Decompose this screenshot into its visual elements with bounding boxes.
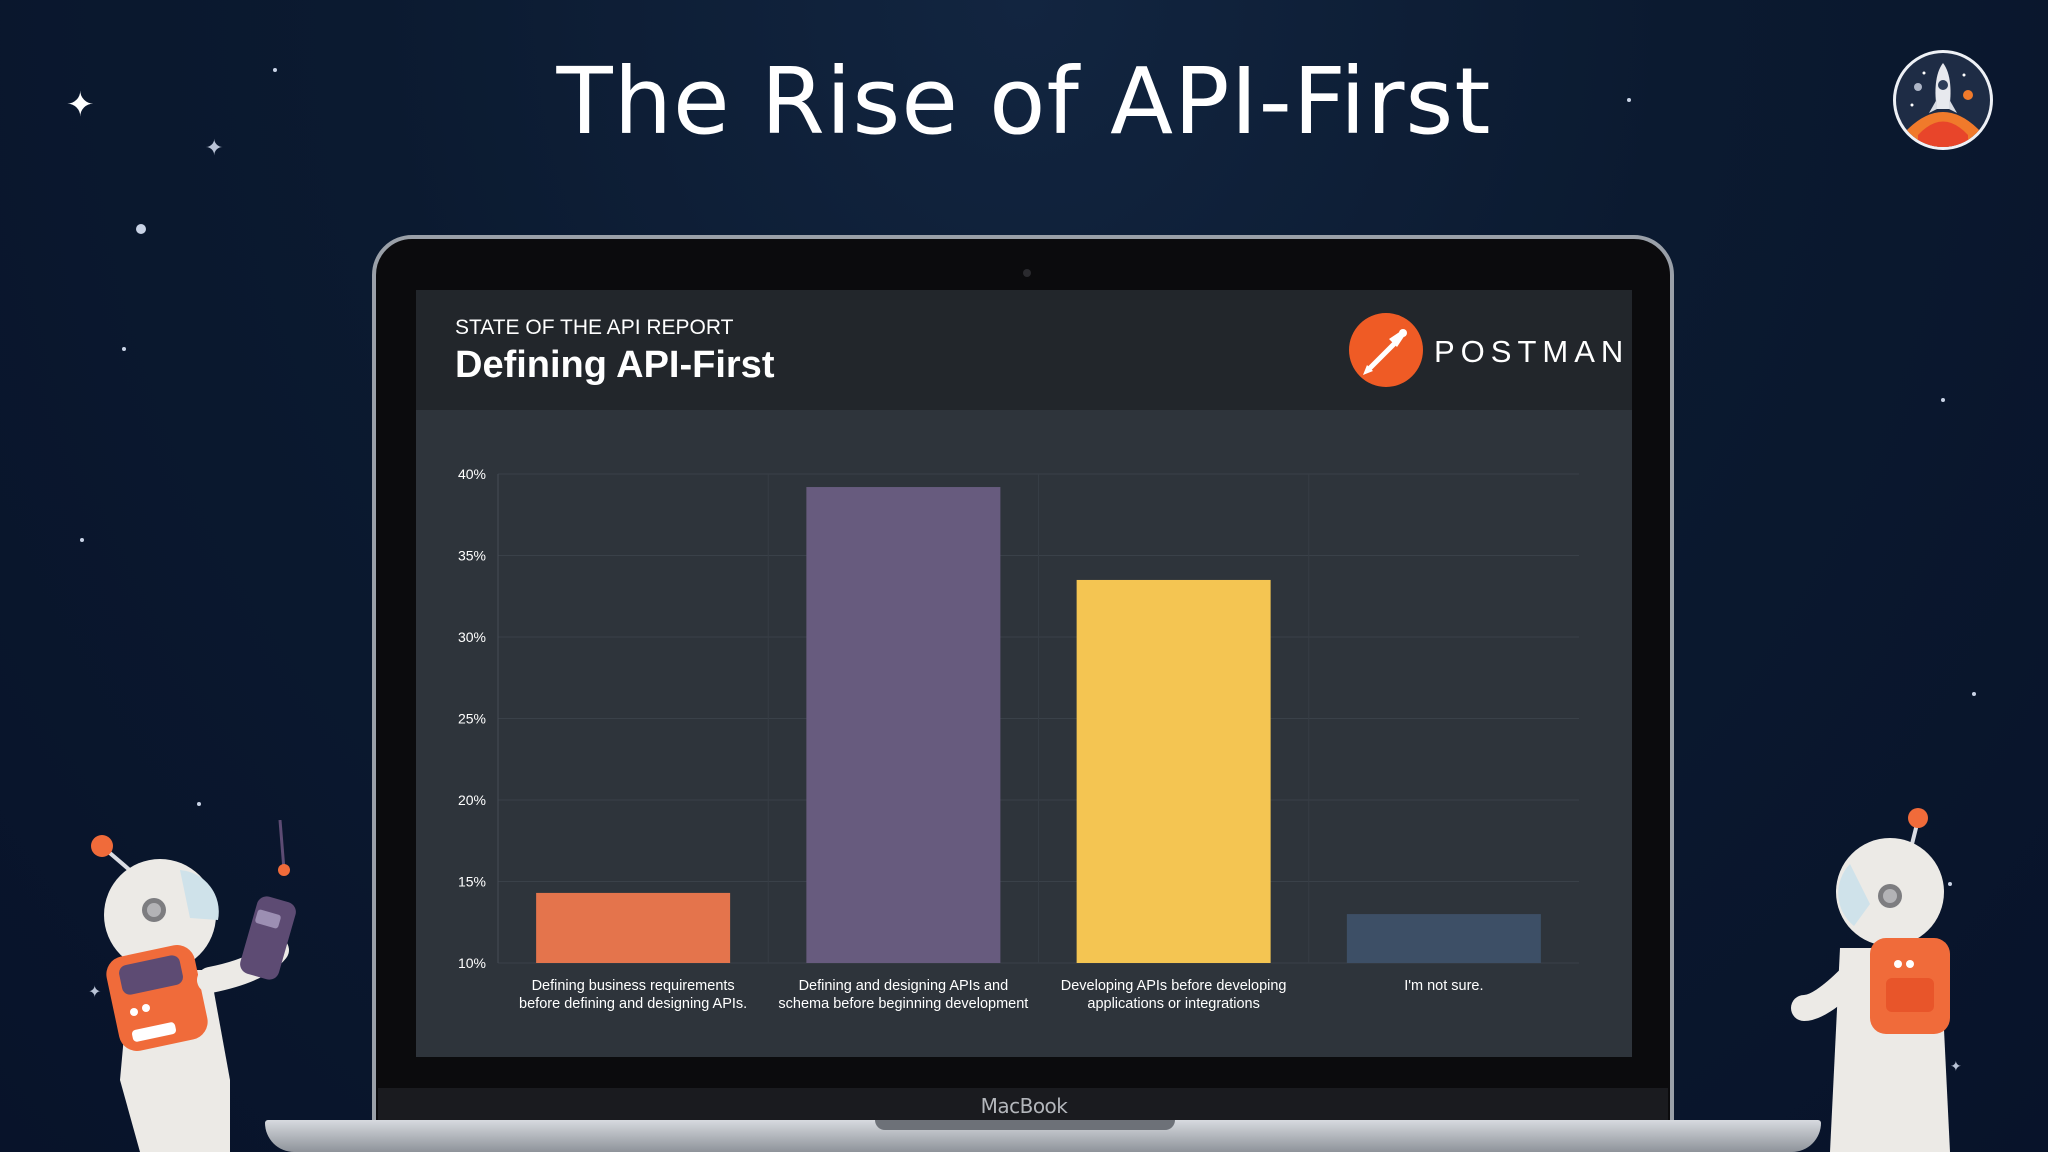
bar [806, 487, 1001, 963]
y-tick-label: 25% [458, 711, 486, 727]
star-dot [1941, 398, 1945, 402]
star-dot [80, 538, 84, 542]
bar [536, 892, 731, 963]
star-dot [122, 347, 126, 351]
y-axis: 10% 15% 20% 25% 30% 35% 40% [458, 466, 499, 971]
camera-dot [1023, 269, 1031, 277]
star-dot [136, 224, 146, 234]
x-category-label: applications or integrations [1087, 996, 1260, 1012]
sparkle-icon: ✦ [1950, 1059, 1962, 1075]
y-tick-label: 20% [458, 792, 486, 808]
y-tick-label: 15% [458, 874, 486, 890]
laptop-screen: STATE OF THE API REPORT Defining API-Fir… [416, 290, 1632, 1057]
star-dot [1948, 882, 1952, 886]
grid-layer [498, 473, 1579, 964]
rocket-badge-icon [1893, 50, 1993, 150]
x-category-label: Defining business requirements [532, 978, 735, 994]
bar [1346, 914, 1541, 963]
x-category-label: schema before beginning development [778, 996, 1028, 1012]
x-category-label: Defining and designing APIs and [799, 978, 1009, 994]
laptop-base [265, 1120, 1821, 1152]
postman-wordmark: POSTMAN [1434, 334, 1630, 369]
sparkle-icon: ✦ [66, 85, 95, 125]
star-dot [273, 68, 277, 72]
astronaut-left-illustration [91, 820, 296, 1152]
x-category-label: before defining and designing APIs. [519, 996, 747, 1012]
bar [1076, 579, 1271, 963]
report-eyebrow: STATE OF THE API REPORT [455, 316, 734, 339]
bar-chart: 10% 15% 20% 25% 30% 35% 40% Defining business … [458, 466, 1579, 1012]
sparkle-icon: ✦ [205, 136, 224, 161]
x-axis: Defining business requirements before def… [519, 978, 1483, 1012]
star-dot [197, 802, 201, 806]
laptop-chin [378, 1088, 1668, 1122]
y-tick-label: 40% [458, 466, 486, 482]
bar-series [536, 487, 1541, 963]
report-header: STATE OF THE API REPORT Defining API-Fir… [416, 290, 1632, 410]
base-notch [875, 1120, 1175, 1130]
y-tick-label: 10% [458, 955, 486, 971]
report-title: Defining API-First [455, 344, 775, 386]
astronaut-right-illustration [1791, 808, 1950, 1152]
y-tick-label: 30% [458, 629, 486, 645]
star-dot [1627, 98, 1631, 102]
device-brand-label: MacBook [980, 1094, 1068, 1118]
slide-title: The Rise of API-First [556, 48, 1492, 155]
x-category-label: I'm not sure. [1404, 978, 1483, 994]
x-category-label: Developing APIs before developing [1061, 978, 1287, 994]
star-dot [1972, 692, 1976, 696]
postman-logo-icon [1349, 313, 1423, 387]
sparkle-icon: ✦ [88, 982, 102, 1001]
y-tick-label: 35% [458, 548, 486, 564]
